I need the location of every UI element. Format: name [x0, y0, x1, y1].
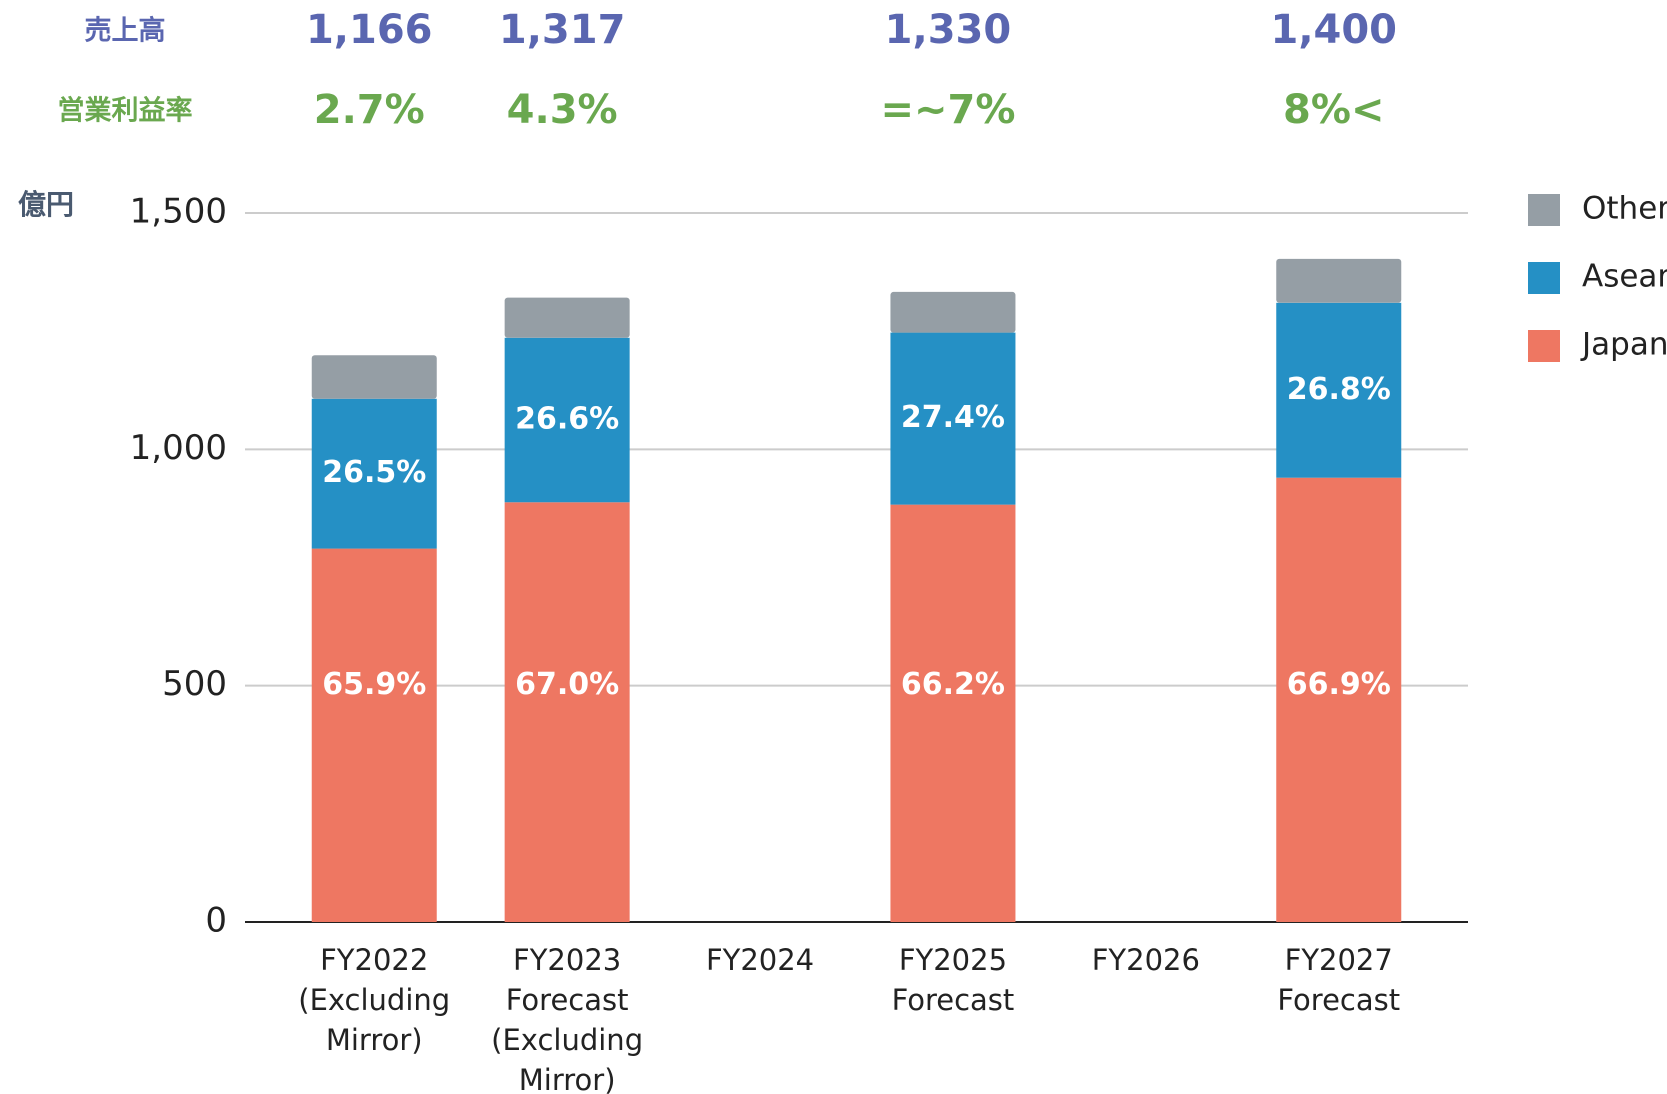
legend-label: Japan — [1580, 327, 1667, 363]
x-tick-label: FY2023 Forecast (Excluding Mirror) — [491, 943, 644, 1094]
bar-segment — [1276, 477, 1402, 922]
bar-segment — [311, 355, 437, 399]
bar-segment — [890, 504, 1016, 922]
legend-label: Other — [1582, 191, 1667, 227]
bar-segment — [890, 291, 1016, 333]
bar-segment — [890, 332, 1016, 505]
x-tick-label: FY2025 Forecast — [891, 943, 1015, 1017]
share-label: 66.9% — [1287, 667, 1391, 702]
share-label: 26.5% — [322, 455, 426, 490]
bar-segment — [311, 398, 437, 549]
x-tick-label: FY2022 (Excluding Mirror) — [298, 943, 451, 1057]
header-value: 1,400 — [1270, 7, 1397, 53]
share-label: 26.6% — [515, 402, 619, 437]
header-value: 1,166 — [306, 7, 433, 53]
bar-segment — [504, 297, 630, 338]
x-tick-label: FY2024 — [705, 943, 815, 977]
y-tick-label: 1,000 — [130, 428, 227, 468]
y-axis-label: 億円 — [18, 188, 74, 221]
header-value: 1,317 — [499, 7, 626, 53]
bar-segment — [504, 337, 630, 503]
y-tick-label: 0 — [205, 901, 227, 941]
share-label: 26.8% — [1287, 372, 1391, 407]
header-label: 売上高 — [85, 15, 166, 47]
header-value: 1,330 — [885, 7, 1012, 53]
share-label: 67.0% — [515, 667, 619, 702]
header-value: =~7% — [880, 87, 1015, 133]
legend-swatch — [1528, 194, 1560, 226]
bar-segment — [1276, 258, 1402, 303]
legend-swatch — [1528, 262, 1560, 294]
header-value: 8%< — [1283, 87, 1384, 133]
bar-segment — [1276, 302, 1402, 478]
share-label: 66.2% — [901, 667, 1005, 702]
bar-segment — [504, 502, 630, 922]
x-tick-label: FY2027 Forecast — [1277, 943, 1401, 1017]
y-tick-label: 500 — [162, 664, 227, 704]
header-label: 営業利益率 — [58, 95, 193, 127]
header-value: 4.3% — [507, 87, 618, 133]
share-label: 27.4% — [901, 400, 1005, 435]
legend-label: Asean — [1582, 259, 1667, 295]
y-tick-label: 1,500 — [130, 192, 227, 232]
share-label: 65.9% — [322, 667, 426, 702]
x-tick-label: FY2026 — [1091, 943, 1200, 977]
legend-swatch — [1528, 330, 1560, 362]
header-value: 2.7% — [314, 87, 425, 133]
bar-segment — [311, 548, 437, 922]
